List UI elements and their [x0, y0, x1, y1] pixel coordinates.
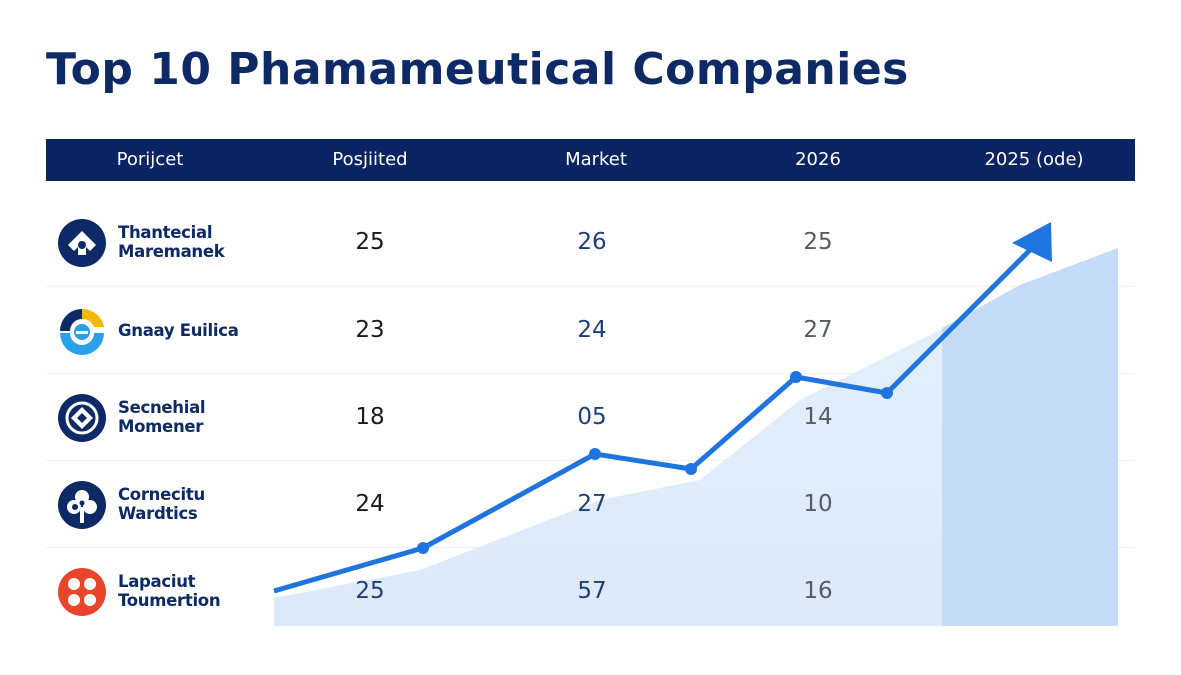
- value-cell: 14: [803, 404, 833, 430]
- row-divider: [46, 286, 1135, 287]
- diamond-ring-logo-icon: [58, 394, 106, 442]
- value-cell: 25: [355, 229, 385, 255]
- company-name: Cornecitu Wardtics: [118, 485, 205, 523]
- ring-segment-logo-icon: [60, 308, 104, 355]
- column-header: Porijcet: [116, 149, 184, 170]
- company-name: Thantecial Maremanek: [118, 223, 225, 261]
- value-cell: 24: [355, 491, 385, 517]
- value-cell: 23: [355, 317, 385, 343]
- trend-point: [881, 387, 893, 399]
- trend-point: [790, 371, 802, 383]
- value-cell: 05: [577, 404, 607, 430]
- value-cell: 18: [355, 404, 385, 430]
- table-row: Lapaciut Toumertion 25 57 16: [46, 548, 1135, 634]
- house-keyhole-logo-icon: [58, 219, 106, 267]
- value-cell: 27: [577, 491, 607, 517]
- trend-point: [417, 542, 429, 554]
- column-header: 2025 (ode): [984, 149, 1084, 170]
- value-cell: 24: [577, 317, 607, 343]
- page-title: Top 10 Phamameutical Companies: [46, 44, 909, 95]
- table-row: Thantecial Maremanek 25 26 25: [46, 199, 1135, 285]
- value-cell: 10: [803, 491, 833, 517]
- trend-area: [274, 248, 1118, 626]
- table-header: Porijcet Posjiited Market 2026 2025 (ode…: [46, 139, 1135, 181]
- trend-point: [685, 463, 697, 475]
- clover-logo-icon: [58, 481, 106, 529]
- value-cell: 25: [803, 229, 833, 255]
- column-header: 2026: [795, 149, 841, 170]
- table-row: Cornecitu Wardtics 24 27 10: [46, 461, 1135, 547]
- value-cell: 16: [803, 578, 833, 604]
- trend-arrow-head: [1012, 222, 1052, 262]
- column-header: Market: [565, 149, 627, 170]
- table-row: Secnehial Momener 18 05 14: [46, 374, 1135, 460]
- trend-point: [589, 448, 601, 460]
- cross-petal-logo-icon: [58, 568, 106, 616]
- company-name: Gnaay Euilica: [118, 320, 239, 340]
- company-name: Lapaciut Toumertion: [118, 572, 221, 610]
- company-name: Secnehial Momener: [118, 398, 206, 436]
- highlight-column: [942, 248, 1118, 626]
- table-row: Gnaay Euilica 23 24 27: [46, 287, 1135, 373]
- row-divider: [46, 460, 1135, 461]
- column-header: Posjiited: [332, 149, 408, 170]
- value-cell: 57: [577, 578, 607, 604]
- row-divider: [46, 373, 1135, 374]
- value-cell: 27: [803, 317, 833, 343]
- value-cell: 26: [577, 229, 607, 255]
- value-cell: 25: [355, 578, 385, 604]
